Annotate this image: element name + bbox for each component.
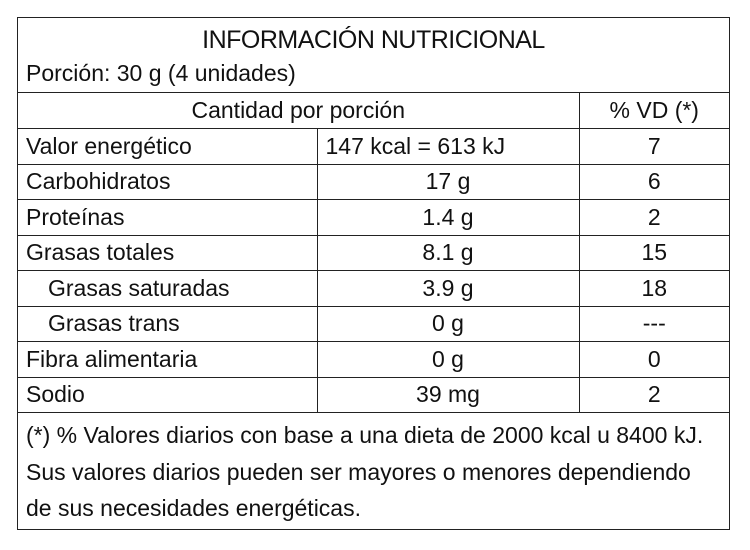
table-row: Valor energético 147 kcal = 613 kJ 7 [18, 128, 729, 165]
table-row: Grasas totales 8.1 g 15 [18, 234, 729, 271]
nutrient-amount: 1.4 g [316, 199, 580, 236]
nutrient-amount: 8.1 g [316, 234, 580, 271]
header-vd: % VD (*) [578, 93, 729, 129]
nutrient-name: Valor energético [18, 128, 318, 165]
table-row: Carbohidratos 17 g 6 [18, 163, 729, 200]
nutrient-vd: 6 [578, 163, 729, 200]
nutrient-amount: 147 kcal = 613 kJ [316, 128, 580, 165]
nutrient-name: Fibra alimentaria [18, 341, 318, 378]
footnote: (*) % Valores diarios con base a una die… [26, 422, 704, 521]
nutrient-name: Sodio [18, 376, 318, 413]
nutrient-name: Proteínas [18, 199, 318, 236]
table-row: Grasas saturadas 3.9 g 18 [18, 270, 729, 307]
table-row: Sodio 39 mg 2 [18, 376, 729, 413]
nutrient-amount: 39 mg [316, 376, 580, 413]
nutrient-vd: 2 [578, 376, 729, 413]
portion-size: Porción: 30 g (4 unidades) [18, 56, 729, 93]
nutrients-table: Cantidad por porción % VD (*) Valor ener… [18, 93, 729, 413]
nutrient-amount: 3.9 g [316, 270, 580, 307]
nutrient-vd: 2 [578, 199, 729, 236]
table-title: INFORMACIÓN NUTRICIONAL [202, 26, 545, 54]
nutrient-vd: --- [578, 305, 729, 342]
nutrient-name: Grasas saturadas [18, 270, 318, 307]
header-amount: Cantidad por porción [18, 93, 580, 129]
nutrition-table: INFORMACIÓN NUTRICIONAL Porción: 30 g (4… [17, 17, 730, 530]
nutrient-name: Carbohidratos [18, 163, 318, 200]
header-row: Cantidad por porción % VD (*) [18, 93, 729, 129]
nutrient-vd: 15 [578, 234, 729, 271]
nutrient-amount: 0 g [316, 305, 580, 342]
table-row: Proteínas 1.4 g 2 [18, 199, 729, 236]
table-row: Grasas trans 0 g --- [18, 305, 729, 342]
nutrient-amount: 17 g [316, 163, 580, 200]
nutrient-name: Grasas totales [18, 234, 318, 271]
nutrient-vd: 18 [578, 270, 729, 307]
table-row: Fibra alimentaria 0 g 0 [18, 341, 729, 378]
nutrient-amount: 0 g [316, 341, 580, 378]
nutrient-name: Grasas trans [18, 305, 318, 342]
nutrient-vd: 0 [578, 341, 729, 378]
nutrient-vd: 7 [578, 128, 729, 165]
